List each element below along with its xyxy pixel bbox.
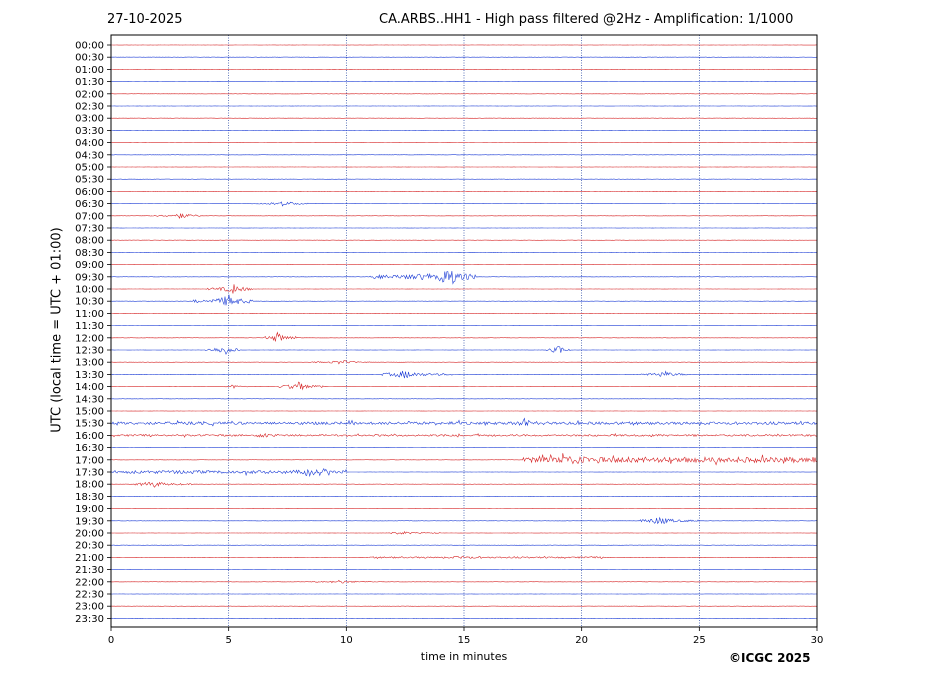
x-tick-label: 20 [575,635,588,646]
y-tick-label: 11:30 [75,321,104,332]
trace-2100 [111,555,818,559]
y-tick-label: 22:30 [75,590,104,601]
y-tick-label: 21:00 [75,553,104,564]
trace-1530 [110,417,818,427]
trace-1330 [110,370,817,379]
trace-2200 [110,579,817,584]
y-tick-label: 00:00 [75,41,104,52]
y-tick-label: 10:30 [75,297,104,308]
y-tick-label: 01:30 [75,77,104,88]
y-tick-label: 16:00 [75,431,104,442]
trace-1800 [110,481,818,488]
y-tick-label: 08:30 [75,248,104,259]
y-tick-label: 09:30 [75,272,104,283]
date-label: 27-10-2025 [107,12,183,27]
y-tick-label: 01:00 [75,65,104,76]
y-tick-label: 17:00 [75,455,104,466]
y-tick-label: 13:00 [75,358,104,369]
y-tick-label: 00:30 [75,53,104,64]
y-tick-label: 10:00 [75,285,104,296]
y-tick-label: 02:00 [75,89,104,100]
x-tick-label: 15 [458,635,471,646]
trace-1730 [110,468,818,478]
y-tick-label: 18:30 [75,492,104,503]
x-axis-label: time in minutes [420,650,508,663]
y-tick-label: 12:30 [75,346,104,357]
y-tick-label: 07:30 [75,224,104,235]
y-tick-label: 23:30 [75,614,104,625]
y-tick-label: 05:30 [75,175,104,186]
copyright-label: ©ICGC 2025 [729,651,811,665]
y-tick-label: 03:00 [75,114,104,125]
x-tick-label: 0 [108,635,114,646]
grid-layer [228,35,700,627]
x-tick-layer: 0 5 10 15 20 25 30 [108,627,824,646]
y-tick-label: 02:30 [75,102,104,113]
y-tick-label: 05:00 [75,163,104,174]
y-tick-label: 09:00 [75,260,104,271]
y-tick-label: 23:00 [75,602,104,613]
y-tick-label: 04:30 [75,150,104,161]
y-tick-label: 14:00 [75,382,104,393]
trace-1700 [111,453,818,466]
trace-1200 [110,331,818,342]
y-tick-label: 14:30 [75,394,104,405]
trace-1300 [111,360,818,365]
x-tick-label: 10 [340,635,353,646]
y-tick-label: 06:30 [75,199,104,210]
y-tick-label: 20:30 [75,541,104,552]
trace-1400 [111,381,818,391]
y-tick-label: 04:00 [75,138,104,149]
y-tick-label: 07:00 [75,211,104,222]
x-tick-label: 25 [693,635,706,646]
trace-layer [110,44,818,619]
y-tick-label: 21:30 [75,565,104,576]
y-tick-label: 03:30 [75,126,104,137]
trace-1930 [110,516,817,525]
y-tick-label: 15:30 [75,419,104,430]
x-tick-label: 5 [225,635,231,646]
y-tick-label: 16:30 [75,443,104,454]
y-tick-label: 08:00 [75,236,104,247]
trace-1230 [110,346,818,355]
y-tick-label: 18:00 [75,480,104,491]
chart-title: CA.ARBS..HH1 - High pass filtered @2Hz -… [379,12,794,27]
y-tick-label: 19:00 [75,504,104,515]
y-tick-label: 15:00 [75,407,104,418]
trace-1000 [111,284,817,294]
y-tick-label: 12:00 [75,333,104,344]
y-tick-label: 17:30 [75,468,104,479]
y-tick-label: 06:00 [75,187,104,198]
trace-1600 [110,432,818,438]
trace-1030 [111,294,818,306]
trace-2000 [111,531,818,535]
y-tick-label: 22:00 [75,577,104,588]
trace-0630 [111,201,818,207]
y-tick-label: 20:00 [75,529,104,540]
trace-0700 [111,213,817,219]
y-tick-label: 11:00 [75,309,104,320]
y-tick-label: 13:30 [75,370,104,381]
y-tick-label: 19:30 [75,516,104,527]
x-tick-label: 30 [811,635,824,646]
trace-0930 [110,270,818,285]
